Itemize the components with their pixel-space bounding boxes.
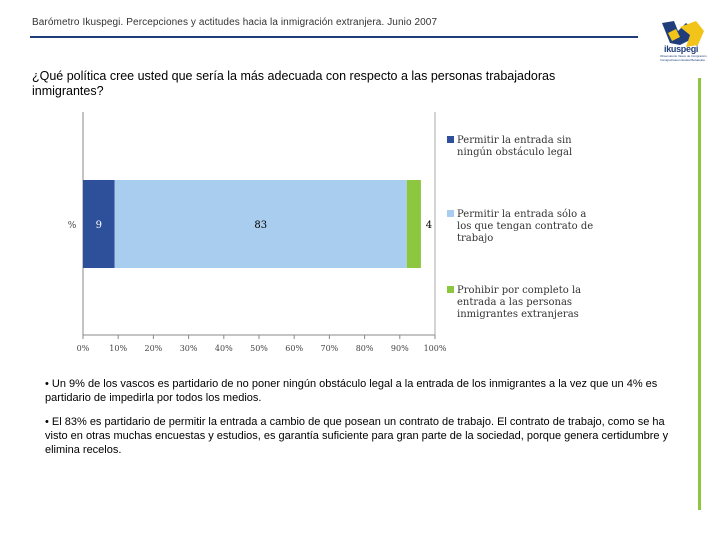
- legend-swatch-1: [447, 136, 454, 143]
- x-tick-label: 50%: [250, 344, 268, 353]
- finding-1: • Un 9% de los vascos es partidario de n…: [45, 378, 658, 404]
- legend-label-3: inmigrantes extranjeras: [457, 309, 579, 320]
- x-tick-label: 0%: [77, 344, 90, 353]
- x-tick-label: 70%: [321, 344, 339, 353]
- data-label-3: 4: [426, 220, 432, 231]
- x-tick-label: 80%: [356, 344, 374, 353]
- legend-label-1: ningún obstáculo legal: [457, 147, 572, 158]
- findings: • Un 9% de los vascos es partidario de n…: [45, 377, 685, 467]
- data-label-1: 9: [96, 220, 102, 231]
- logo-tagline: Observatorio Vasco de Inmigración · Immi…: [660, 54, 709, 62]
- legend-label-2: los que tengan contrato de: [457, 221, 593, 232]
- bar-segment-1: [83, 180, 115, 268]
- side-accent-bar: [698, 78, 701, 510]
- x-tick-label: 10%: [109, 344, 127, 353]
- ikuspegi-logo-icon: [662, 21, 704, 47]
- report-title: Barómetro Ikuspegi. Percepciones y actit…: [32, 17, 438, 28]
- survey-question: ¿Qué política cree usted que sería la má…: [32, 69, 556, 98]
- x-tick-label: 30%: [180, 344, 198, 353]
- legend-label-3: Prohibir por completo la: [457, 285, 581, 296]
- legend-swatch-3: [447, 286, 454, 293]
- legend-label-2: trabajo: [457, 233, 493, 244]
- legend-label-1: Permitir la entrada sin: [457, 135, 572, 146]
- bar-segment-2: [114, 180, 407, 268]
- finding-2: • El 83% es partidario de permitir la en…: [45, 416, 669, 456]
- legend-label-3: entrada a las personas: [457, 297, 572, 308]
- header-divider: [30, 36, 638, 38]
- x-tick-label: 90%: [391, 344, 409, 353]
- x-tick-label: 40%: [215, 344, 233, 353]
- legend-label-2: Permitir la entrada sólo a: [457, 209, 586, 220]
- x-tick-label: 20%: [145, 344, 163, 353]
- y-category-label: %: [68, 221, 77, 231]
- x-tick-label: 100%: [424, 344, 447, 353]
- bar-segment-3: [406, 180, 421, 268]
- x-tick-label: 60%: [285, 344, 303, 353]
- data-label-2: 83: [254, 220, 267, 231]
- logo-name: ikuspegi: [664, 44, 699, 54]
- legend-swatch-2: [447, 210, 454, 217]
